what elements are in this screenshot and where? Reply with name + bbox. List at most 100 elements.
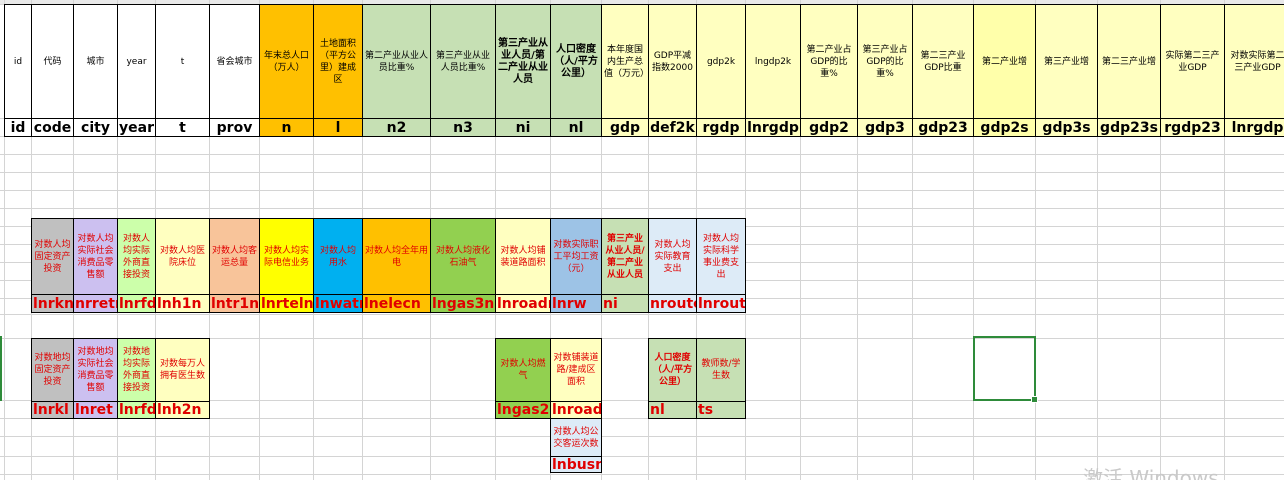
header-cell[interactable]: 第二产业增	[973, 4, 1036, 119]
header-cell[interactable]: 人口密度（人/平方公里）	[550, 4, 602, 119]
selected-cell[interactable]	[973, 336, 1038, 403]
block1-desc-cell[interactable]: 第三产业从业人员/第二产业从业人员	[601, 218, 649, 295]
block1-code-cell[interactable]: lnrkn	[31, 294, 74, 313]
variable-code-cell[interactable]: gdp2	[800, 118, 858, 137]
block5-desc-cell[interactable]: 对数人均公交客运次数	[550, 418, 602, 457]
block3-desc-cell[interactable]: 对数人均燃气	[495, 338, 551, 402]
header-cell[interactable]: 年末总人口（万人）	[259, 4, 314, 119]
header-cell[interactable]: 城市	[73, 4, 118, 119]
variable-code-cell[interactable]: n3	[430, 118, 496, 137]
block4-code-cell-text: nl	[650, 402, 665, 418]
variable-code-cell[interactable]: n	[259, 118, 314, 137]
variable-code-cell[interactable]: gdp3	[857, 118, 913, 137]
block1-code-cell[interactable]: lnrteln	[259, 294, 314, 313]
block1-code-cell[interactable]: nrouten	[648, 294, 697, 313]
block1-code-cell[interactable]: lntr1n	[209, 294, 260, 313]
variable-code-cell[interactable]: t	[155, 118, 210, 137]
header-cell[interactable]: 第二产业占GDP的比重%	[800, 4, 858, 119]
block1-desc-cell-text: 对数人均实际电信业务	[263, 245, 309, 268]
block2-desc-cell[interactable]: 对数地均实际外商直接投资	[117, 338, 156, 402]
header-cell[interactable]: 第三产业增	[1035, 4, 1098, 119]
header-cell[interactable]: 第二三产业GDP比重	[912, 4, 974, 119]
variable-code-cell[interactable]: ni	[495, 118, 551, 137]
block3-code-cell[interactable]: lngas2n	[495, 401, 551, 419]
variable-code-cell[interactable]: rgdp23	[1160, 118, 1225, 137]
variable-code-cell[interactable]: id	[4, 118, 32, 137]
block1-code-cell[interactable]: lnroutsn	[696, 294, 746, 313]
variable-code-cell[interactable]: l	[313, 118, 363, 137]
block1-code-cell[interactable]: lnrw	[550, 294, 602, 313]
variable-code-cell[interactable]: nl	[550, 118, 602, 137]
block2-code-cell[interactable]: lnrfdil	[117, 401, 156, 419]
variable-code-cell[interactable]: n2	[362, 118, 431, 137]
block1-desc-cell[interactable]: 对数实际职工平均工资（元）	[550, 218, 602, 295]
variable-code-cell[interactable]: code	[31, 118, 74, 137]
block1-code-cell-text: lnrfdin	[119, 295, 156, 312]
block1-desc-cell[interactable]: 对数人均用水	[313, 218, 363, 295]
header-cell[interactable]: GDP平减指数2000	[648, 4, 697, 119]
block1-code-cell[interactable]: lngas3n	[430, 294, 496, 313]
block4-code-cell[interactable]: nl	[648, 401, 697, 419]
block2-code-cell[interactable]: lnret	[73, 401, 118, 419]
block1-code-cell[interactable]: lnrfdin	[117, 294, 156, 313]
block2-desc-cell[interactable]: 对数地均实际社会消费品零售额	[73, 338, 118, 402]
variable-code-cell[interactable]: gdp23	[912, 118, 974, 137]
header-cell[interactable]: 代码	[31, 4, 74, 119]
block1-desc-cell[interactable]: 对数人均实际教育支出	[648, 218, 697, 295]
header-cell[interactable]: 第二三产业增	[1097, 4, 1161, 119]
variable-code-cell[interactable]: gdp3s	[1035, 118, 1098, 137]
block1-desc-cell[interactable]: 对数人均实际科学事业费支出	[696, 218, 746, 295]
block4-desc-cell[interactable]: 教师数/学生数	[696, 338, 746, 402]
block1-desc-cell[interactable]: 对数人均全年用电	[362, 218, 431, 295]
block1-code-cell[interactable]: ni	[601, 294, 649, 313]
header-cell[interactable]: id	[4, 4, 32, 119]
block1-desc-cell[interactable]: 对数人均铺装道路面积	[495, 218, 551, 295]
block1-desc-cell[interactable]: 对数人均固定资产投资	[31, 218, 74, 295]
header-cell[interactable]: 实际第二三产业GDP	[1160, 4, 1225, 119]
variable-code-cell-text: city	[81, 119, 110, 136]
header-cell[interactable]: 第三产业占GDP的比重%	[857, 4, 913, 119]
header-cell[interactable]: 省会城市	[209, 4, 260, 119]
block5-code-cell[interactable]: lnbusn	[550, 456, 602, 473]
variable-code-cell[interactable]: lnrgdp	[745, 118, 801, 137]
header-cell[interactable]: 第三产业从业人员/第二产业从业人员	[495, 4, 551, 119]
header-cell[interactable]: lngdp2k	[745, 4, 801, 119]
block1-desc-cell[interactable]: 对数人均实际外商直接投资	[117, 218, 156, 295]
block2-desc-cell[interactable]: 对数每万人拥有医生数	[155, 338, 210, 402]
header-cell[interactable]: 本年度国内生产总值（万元）	[601, 4, 649, 119]
block1-code-cell[interactable]: lnh1n	[155, 294, 210, 313]
block1-desc-cell[interactable]: 对数人均医院床位	[155, 218, 210, 295]
block1-desc-cell[interactable]: 对数人均客运总量	[209, 218, 260, 295]
variable-code-cell[interactable]: lnrgdp	[1224, 118, 1284, 137]
block3-code-cell[interactable]: lnroadl	[550, 401, 602, 419]
block2-desc-cell[interactable]: 对数地均固定资产投资	[31, 338, 74, 402]
block1-code-cell[interactable]: lnroadn	[495, 294, 551, 313]
header-cell[interactable]: 土地面积（平方公里）建成区	[313, 4, 363, 119]
variable-code-cell[interactable]: gdp23s	[1097, 118, 1161, 137]
header-cell[interactable]: 对数实际第二三产业GDP	[1224, 4, 1284, 119]
header-cell[interactable]: 第三产业从业人员比重%	[430, 4, 496, 119]
header-cell[interactable]: 第二产业从业人员比重%	[362, 4, 431, 119]
block4-code-cell[interactable]: ts	[696, 401, 746, 419]
block2-code-cell[interactable]: lnrkl	[31, 401, 74, 419]
block3-desc-cell[interactable]: 对数铺装道路/建成区面积	[550, 338, 602, 402]
variable-code-cell[interactable]: def2k	[648, 118, 697, 137]
variable-code-cell[interactable]: year	[117, 118, 156, 137]
variable-code-cell[interactable]: city	[73, 118, 118, 137]
block1-desc-cell[interactable]: 对数人均实际电信业务	[259, 218, 314, 295]
block4-desc-cell[interactable]: 人口密度（人/平方公里）	[648, 338, 697, 402]
block2-code-cell[interactable]: lnh2n	[155, 401, 210, 419]
block1-code-cell[interactable]: lnwatn	[313, 294, 363, 313]
header-cell[interactable]: gdp2k	[696, 4, 746, 119]
variable-code-cell[interactable]: gdp	[601, 118, 649, 137]
block1-desc-cell[interactable]: 对数人均液化石油气	[430, 218, 496, 295]
header-cell[interactable]: t	[155, 4, 210, 119]
variable-code-cell[interactable]: gdp2s	[973, 118, 1036, 137]
block1-desc-cell[interactable]: 对数人均实际社会消费品零售额	[73, 218, 118, 295]
variable-code-cell[interactable]: prov	[209, 118, 260, 137]
variable-code-cell[interactable]: rgdp	[696, 118, 746, 137]
block1-code-cell[interactable]: lnelecn	[362, 294, 431, 313]
header-cell[interactable]: year	[117, 4, 156, 119]
block1-code-cell[interactable]: nrretn	[73, 294, 118, 313]
